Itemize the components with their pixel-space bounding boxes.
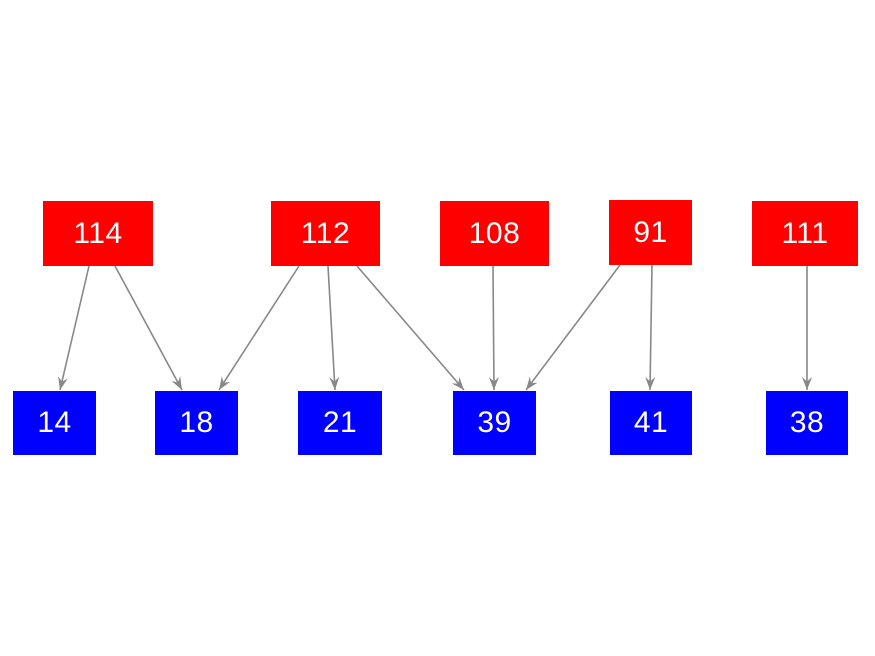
node-39: 39 bbox=[453, 391, 536, 455]
node-114: 114 bbox=[43, 201, 153, 266]
node-108-label: 108 bbox=[468, 216, 521, 250]
edge-91-41 bbox=[645, 264, 656, 391]
node-114-label: 114 bbox=[73, 216, 123, 250]
edge-91-39 bbox=[525, 264, 621, 391]
node-91: 91 bbox=[609, 200, 692, 265]
edge-112-21 bbox=[327, 265, 340, 391]
node-38: 38 bbox=[766, 391, 848, 455]
node-39-label: 39 bbox=[477, 406, 512, 439]
node-111-label: 111 bbox=[781, 216, 829, 250]
node-14-label: 14 bbox=[37, 406, 72, 439]
node-108: 108 bbox=[440, 201, 549, 266]
node-38-label: 38 bbox=[789, 406, 825, 439]
edge-114-18 bbox=[114, 265, 183, 391]
node-21: 21 bbox=[298, 391, 382, 455]
edge-114-14 bbox=[58, 265, 90, 391]
edge-112-18 bbox=[218, 265, 300, 391]
node-21-label: 21 bbox=[322, 406, 358, 439]
node-112: 112 bbox=[271, 201, 380, 266]
node-41: 41 bbox=[610, 391, 692, 455]
edge-112-39 bbox=[356, 265, 465, 391]
node-18-label: 18 bbox=[179, 406, 214, 439]
node-111: 111 bbox=[752, 201, 858, 266]
node-14: 14 bbox=[13, 391, 96, 455]
node-112-label: 112 bbox=[300, 216, 351, 250]
edge-108-39 bbox=[488, 265, 499, 391]
node-18: 18 bbox=[155, 391, 238, 455]
node-41-label: 41 bbox=[633, 406, 669, 439]
node-91-label: 91 bbox=[633, 215, 668, 249]
